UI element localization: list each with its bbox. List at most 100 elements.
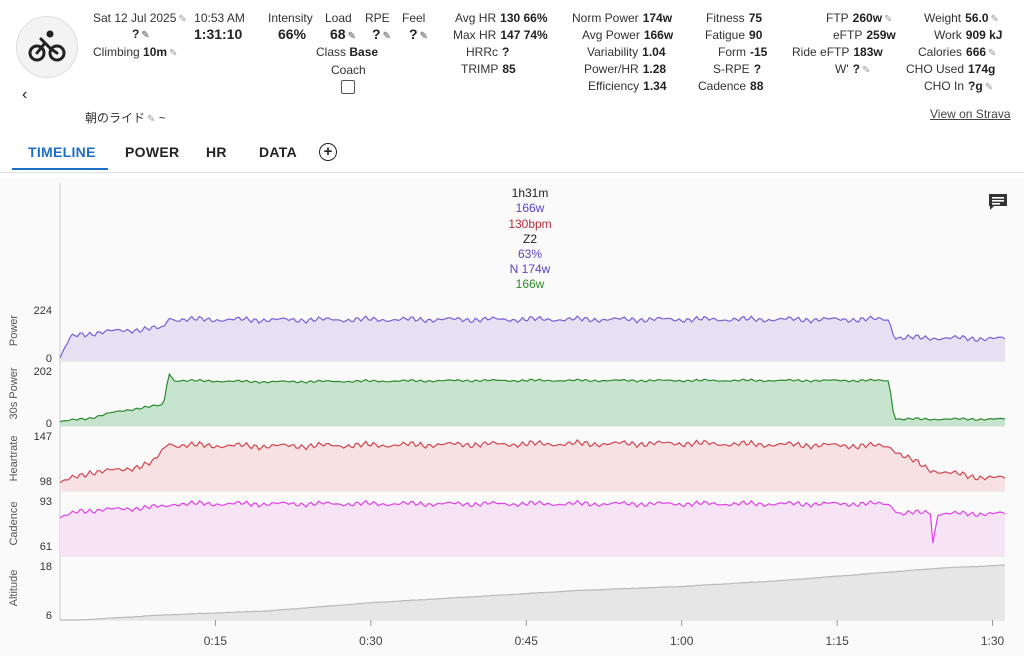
summary-norm-power: N 174w (509, 262, 551, 276)
series-area-power (60, 316, 1005, 361)
series-area-altitude (60, 565, 1005, 620)
activity-title[interactable]: 朝のライド ✎ ~ (85, 111, 166, 125)
series-line-altitude (60, 564, 1006, 621)
y-tick-min: 0 (46, 418, 52, 430)
summary-avg-hr: 130bpm (508, 217, 552, 231)
edit-pencil-icon[interactable]: ✎ (861, 65, 871, 76)
active-tab-indicator (12, 168, 108, 170)
activity-duration: 1:31:10 (194, 26, 243, 42)
intensity-value: 66% (278, 26, 307, 42)
series-area-cadence (60, 500, 1005, 556)
climbing-value: 10m (143, 45, 168, 59)
srpe-stat: S-RPE? (713, 62, 762, 76)
x-tick-label: 1:30 (981, 634, 1005, 648)
coach-label: Coach (331, 63, 366, 77)
series-line-cadence (59, 499, 1006, 544)
ride-eftp-stat: Ride eFTP 183w (792, 45, 883, 59)
tab-bar: TIMELINE POWER HR DATA + (0, 136, 1024, 173)
edit-pencil-icon[interactable]: ✎ (988, 48, 997, 59)
cho-used-stat: CHO Used 174g (906, 62, 996, 76)
intensity-label: Intensity (268, 11, 313, 25)
edit-pencil-icon[interactable]: ✎ (990, 14, 999, 25)
activity-question[interactable]: ? ✎ (132, 27, 150, 41)
weight-stat[interactable]: Weight 56.0 ✎ (924, 11, 999, 25)
cyclist-icon (28, 30, 66, 62)
edit-pencil-icon[interactable]: ✎ (419, 31, 428, 42)
series-area-30s-power (60, 374, 1005, 426)
y-axis-name: Power (8, 315, 20, 347)
variability-stat: Variability 1.04 (587, 45, 666, 59)
ftp-stat[interactable]: FTP 260w ✎ (826, 11, 893, 25)
norm-power-stat: Norm Power 174w (572, 11, 673, 25)
series-line-heartrate (59, 439, 1006, 484)
activity-date: Sat 12 Jul 2025 ✎ 10:53 AM (93, 11, 245, 25)
eftp-stat: eFTP 259w (833, 28, 896, 42)
form-stat: Form -15 (718, 45, 768, 59)
rpe-value[interactable]: ? ✎ (372, 26, 391, 42)
efficiency-stat: Efficiency 1.34 (588, 79, 667, 93)
y-tick-min: 0 (46, 353, 52, 365)
edit-pencil-icon[interactable]: ✎ (984, 82, 994, 93)
summary-power30: 166w (515, 277, 545, 291)
y-tick-max: 202 (34, 366, 52, 378)
back-chevron-icon[interactable]: ‹ (22, 86, 28, 103)
y-axis-name: Cadence (8, 501, 20, 545)
y-tick-max: 18 (40, 561, 52, 573)
x-tick-label: 1:00 (670, 634, 694, 648)
edit-pencil-icon[interactable]: ✎ (141, 30, 150, 41)
y-tick-min: 6 (46, 610, 52, 622)
y-axis-name: Heartrate (8, 436, 20, 482)
summary-duration: 1h31m (511, 186, 549, 200)
work-stat: Work 909 kJ (934, 28, 1003, 42)
calories-stat[interactable]: Calories 666 ✎ (918, 45, 997, 59)
edit-pencil-icon[interactable]: ✎ (147, 114, 156, 125)
tab-power[interactable]: POWER (125, 144, 180, 160)
avg-power-stat: Avg Power 166w (582, 28, 674, 42)
x-tick-label: 0:15 (204, 634, 228, 648)
y-axis-name: Altitude (8, 570, 20, 607)
coach-checkbox[interactable] (341, 80, 355, 94)
load-label: Load (325, 11, 352, 25)
max-hr-stat: Max HR 147 74% (453, 28, 548, 42)
power-hr-stat: Power/HR 1.28 (584, 62, 667, 76)
edit-pencil-icon[interactable]: ✎ (382, 31, 391, 42)
y-tick-min: 61 (40, 541, 52, 553)
feel-value[interactable]: ? ✎ (409, 26, 428, 42)
hrrc-stat: HRRc? (466, 45, 510, 59)
x-tick-label: 1:15 (825, 634, 849, 648)
time-text: 10:53 AM (194, 11, 245, 25)
series-area-heartrate (60, 440, 1005, 491)
y-tick-max: 147 (34, 431, 52, 443)
trimp-stat: TRIMP 85 (461, 62, 516, 76)
edit-pencil-icon[interactable]: ✎ (178, 14, 187, 25)
tab-hr[interactable]: HR (206, 144, 227, 160)
edit-pencil-icon[interactable]: ✎ (884, 14, 893, 25)
y-axis-name: 30s Power (8, 367, 20, 419)
x-tick-label: 0:45 (515, 634, 539, 648)
y-tick-min: 98 (40, 476, 52, 488)
add-tab-plus-icon[interactable]: + (319, 143, 337, 161)
cadence-stat: Cadence 88 (698, 79, 764, 93)
class-value: Base (349, 45, 379, 59)
tab-data[interactable]: DATA (259, 144, 298, 160)
avg-hr-stat: Avg HR 130 66% (455, 11, 548, 25)
fitness-stat: Fitness 75 (706, 11, 763, 25)
x-tick-label: 0:30 (359, 634, 383, 648)
load-value[interactable]: 68 ✎ (330, 26, 356, 42)
y-tick-max: 224 (34, 305, 52, 317)
view-on-strava-link[interactable]: View on Strava (930, 107, 1011, 121)
activity-type-avatar[interactable] (16, 16, 78, 78)
comment-icon[interactable] (987, 192, 1009, 212)
series-line-30s-power (59, 372, 1006, 423)
summary-avg-power: 166w (515, 201, 545, 215)
climbing-stat: Climbing 10m ✎ (93, 45, 178, 59)
series-line-power (59, 315, 1006, 359)
cho-in-stat[interactable]: CHO In ?g ✎ (924, 79, 994, 93)
tab-timeline[interactable]: TIMELINE (28, 144, 96, 160)
wprime-stat[interactable]: W'? ✎ (835, 62, 871, 76)
date-text: Sat 12 Jul 2025 (93, 11, 177, 25)
summary-zone: Z2 (522, 232, 537, 246)
edit-pencil-icon[interactable]: ✎ (169, 48, 178, 59)
edit-pencil-icon[interactable]: ✎ (347, 31, 356, 42)
